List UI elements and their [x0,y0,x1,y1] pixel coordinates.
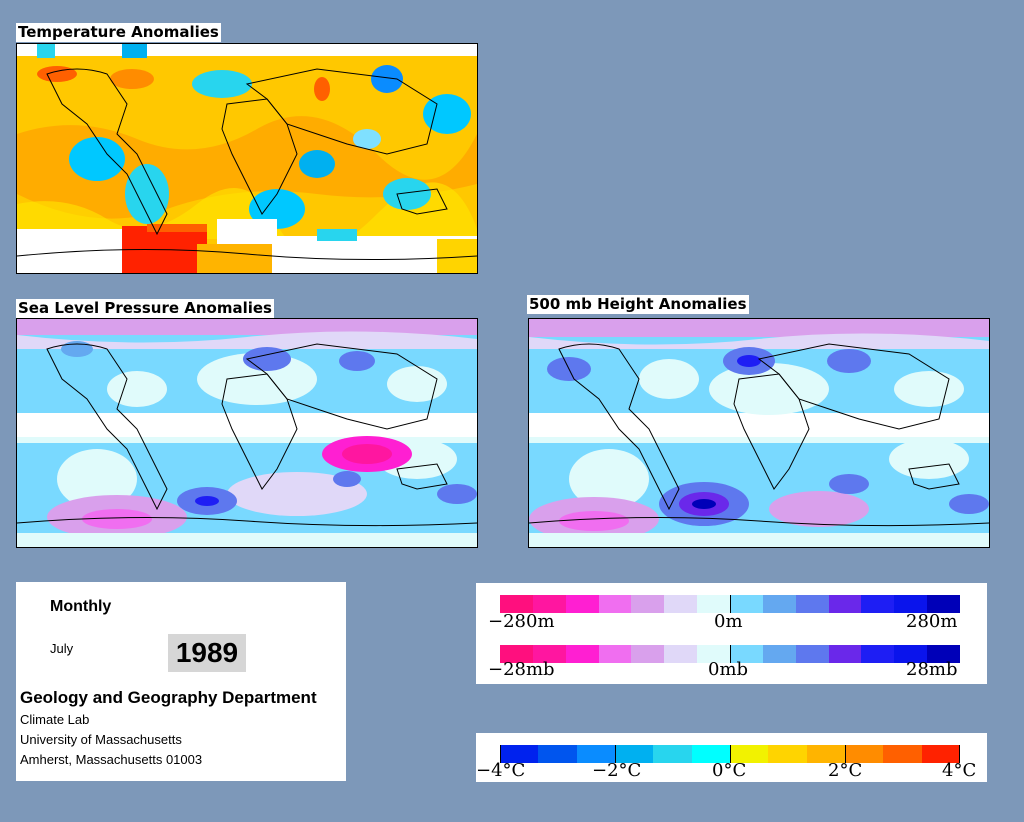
temp-tick-1 [500,745,501,763]
temp-label-zero: 0°C [712,760,747,781]
slp-anomaly-map [16,318,478,548]
temperature-swatch-9 [806,745,845,763]
temp-tick-2 [615,745,616,763]
height-anomaly-map [528,318,990,548]
pressure-swatch-10 [795,645,829,663]
temperature-swatch-2 [538,745,577,763]
temp-label-minus2: −2°C [592,760,642,781]
temp-tick-5 [959,745,960,763]
temperature-swatch-1 [500,745,539,763]
address-label: Amherst, Massachusetts 01003 [20,752,203,767]
height-center-tick [730,595,731,613]
temperature-color-bar [500,745,960,763]
temp-tick-3 [730,745,731,763]
height-swatch-8 [730,595,763,613]
temperature-legend: −4°C −2°C 0°C 2°C 4°C [476,733,987,782]
height-swatch-11 [828,595,862,613]
height-color-bar [500,595,961,613]
anomaly-legend: −280m 0m 280m −28mb 0mb 28mb [476,583,987,684]
height-swatch-10 [795,595,829,613]
height-swatch-1 [500,595,533,613]
pressure-swatch-7 [697,645,731,663]
pressure-swatch-6 [664,645,698,663]
temperature-swatch-7 [729,745,769,763]
lab-label: Climate Lab [20,712,90,727]
temperature-swatch-6 [691,745,730,763]
pressure-swatch-4 [598,645,632,663]
pressure-swatch-1 [500,645,533,663]
university-label: University of Massachusetts [20,732,182,747]
pressure-swatch-9 [762,645,796,663]
month-label: July [50,641,74,656]
pressure-swatch-14 [927,645,961,663]
height-swatch-9 [762,595,796,613]
pressure-swatch-3 [565,645,599,663]
height-zero-label: 0m [714,611,743,632]
height-min-label: −280m [488,611,555,632]
pressure-max-label: 28mb [906,659,958,680]
height-swatch-14 [927,595,961,613]
pressure-swatch-11 [828,645,862,663]
pressure-zero-label: 0mb [708,659,749,680]
height-swatch-2 [532,595,566,613]
height-swatch-3 [565,595,599,613]
height-swatch-4 [598,595,632,613]
temperature-anomaly-map [16,43,478,274]
temperature-swatch-12 [921,745,960,763]
temperature-map-title: Temperature Anomalies [16,23,221,42]
height-swatch-13 [894,595,928,613]
year-label: 1989 [168,634,246,672]
pressure-min-label: −28mb [488,659,555,680]
pressure-swatch-5 [631,645,665,663]
height-map-title: 500 mb Height Anomalies [527,295,749,314]
pressure-swatch-2 [532,645,566,663]
height-max-label: 280m [906,611,958,632]
pressure-swatch-13 [894,645,928,663]
temperature-swatch-10 [844,745,884,763]
period-label: Monthly [50,598,112,615]
temp-label-plus2: 2°C [828,760,863,781]
temperature-swatch-5 [653,745,692,763]
temperature-swatch-8 [768,745,807,763]
temp-label-minus4: −4°C [476,760,526,781]
height-swatch-6 [664,595,698,613]
temp-tick-4 [845,745,846,763]
height-swatch-12 [861,595,895,613]
height-swatch-5 [631,595,665,613]
info-panel: Monthly July 1989 Geology and Geography … [16,582,346,781]
temp-label-plus4: 4°C [942,760,977,781]
pressure-center-tick [730,645,731,663]
pressure-swatch-8 [730,645,763,663]
temperature-swatch-11 [883,745,922,763]
height-swatch-7 [697,595,731,613]
slp-map-title: Sea Level Pressure Anomalies [16,299,274,318]
pressure-swatch-12 [861,645,895,663]
department-label: Geology and Geography Department [20,688,317,707]
pressure-color-bar [500,645,961,663]
temperature-swatch-4 [614,745,654,763]
temperature-swatch-3 [576,745,615,763]
